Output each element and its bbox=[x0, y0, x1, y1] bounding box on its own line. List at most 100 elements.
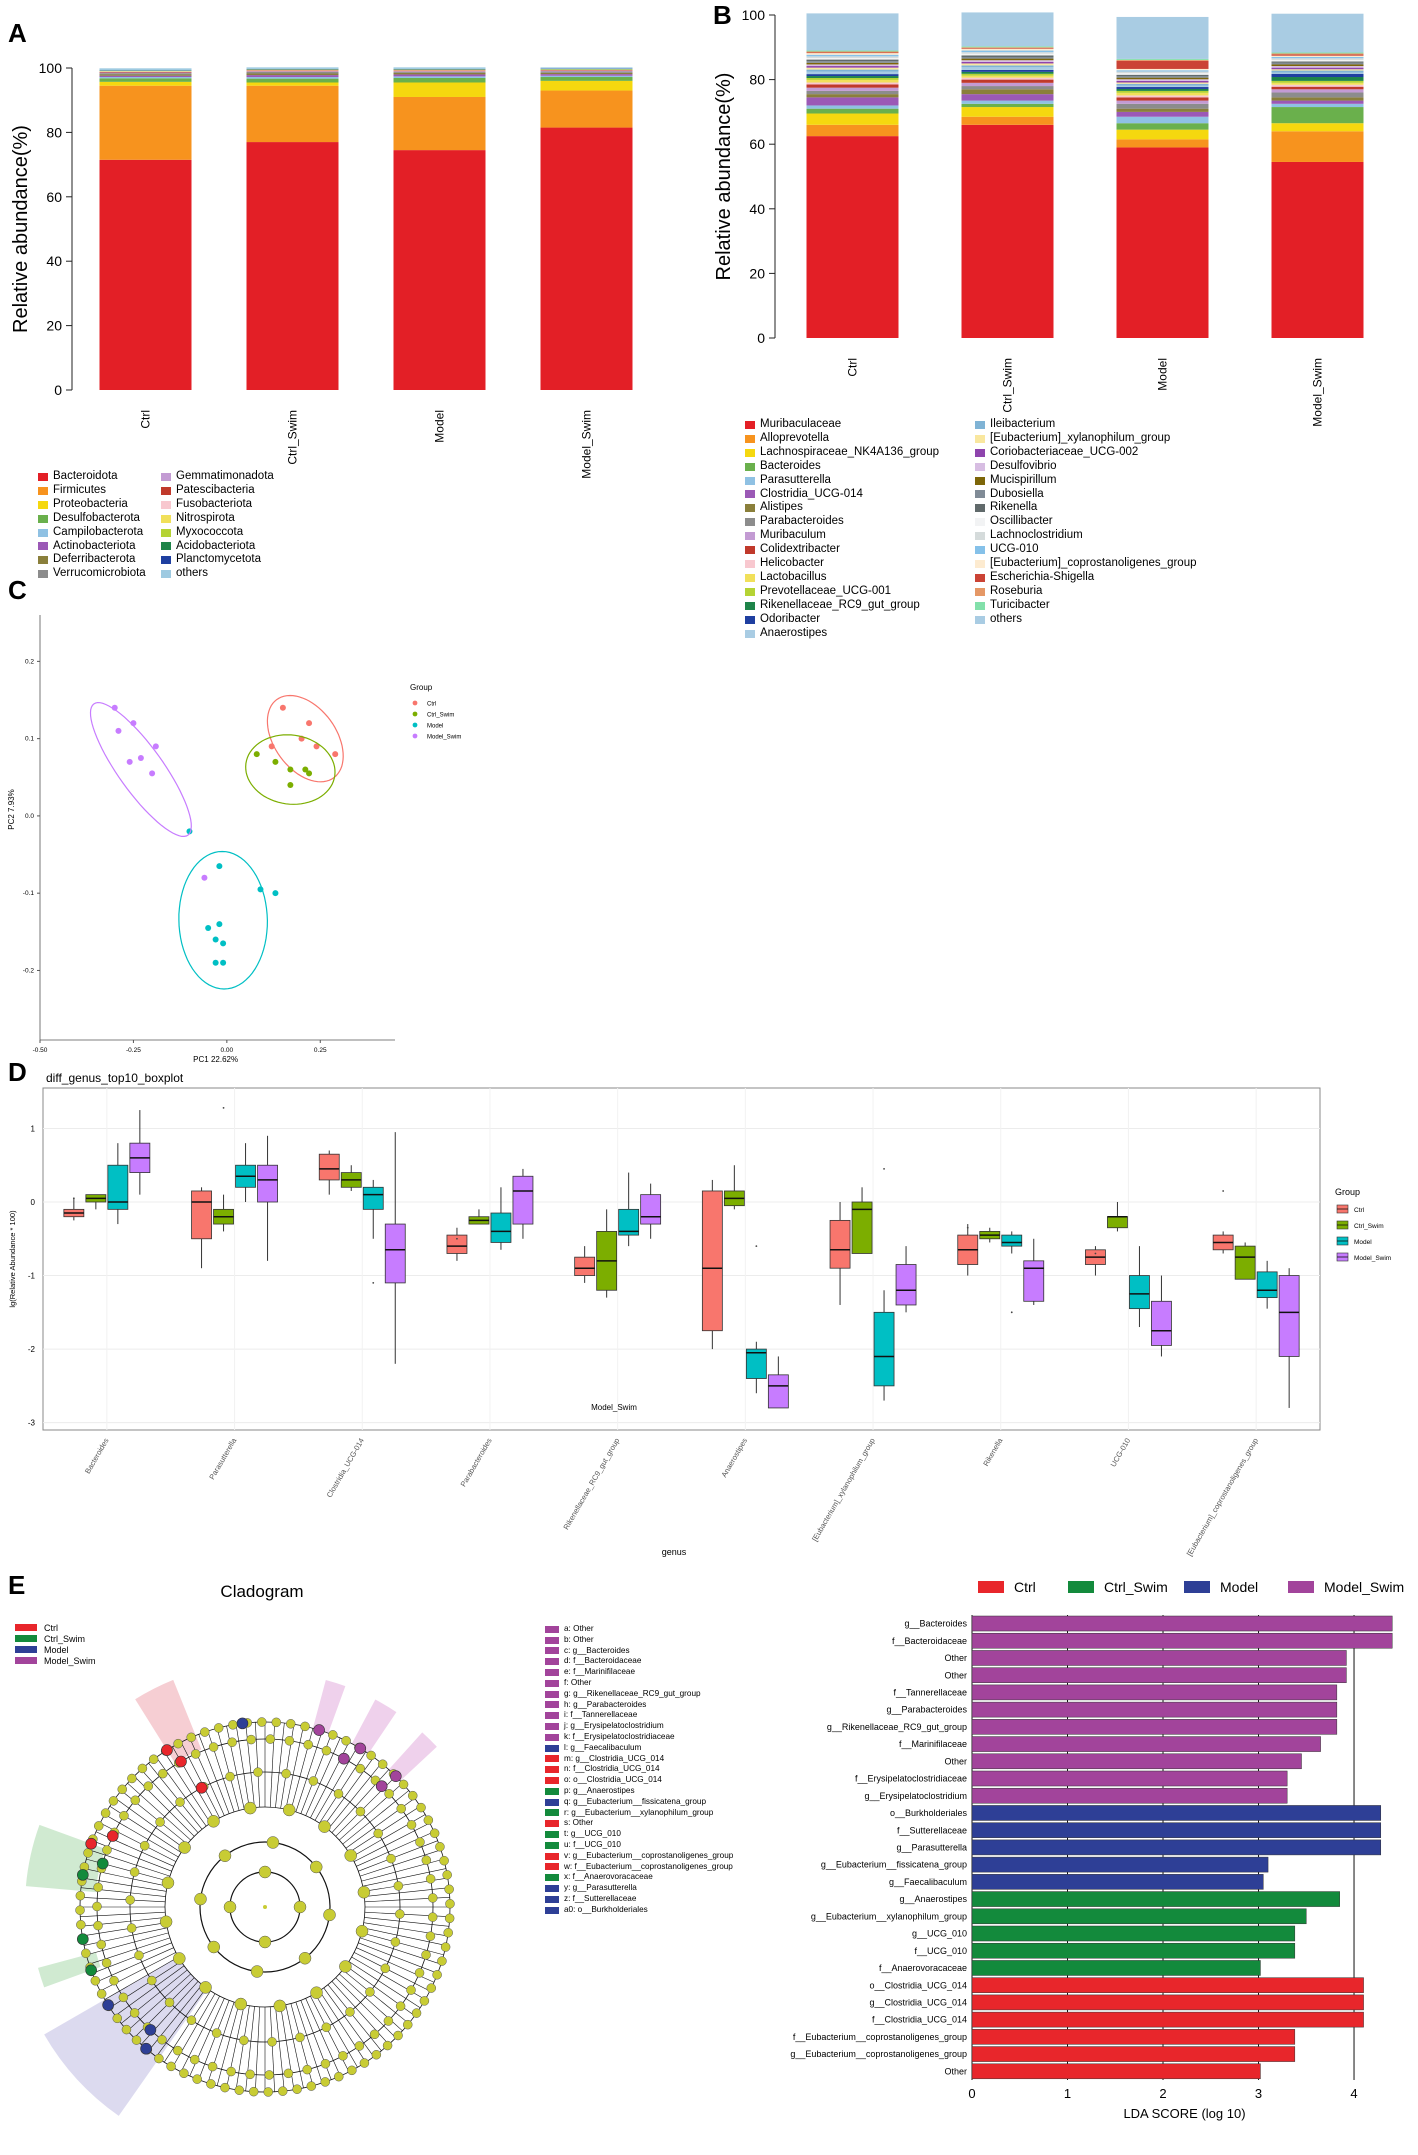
legend-label-ctrl-swim: Ctrl_Swim bbox=[1354, 1223, 1384, 1230]
legend-swatch bbox=[545, 1831, 559, 1839]
legend-swatch bbox=[161, 486, 171, 495]
tree-branch bbox=[95, 1947, 174, 1983]
box-body bbox=[107, 1164, 129, 1210]
legend-label: r: g__Eubacterium__xylanophilum_group bbox=[564, 1807, 714, 1817]
tree-branch bbox=[358, 1840, 438, 1872]
y-tick-label: -2 bbox=[28, 1345, 36, 1354]
bar-segment-odoribacter bbox=[961, 69, 1054, 72]
bar-segment-patescibacteria bbox=[99, 71, 192, 73]
sample-point bbox=[126, 758, 133, 765]
tree-node bbox=[190, 1749, 201, 1759]
lda-bar-label: g__Eubacterium__fissicatena_group bbox=[821, 1860, 967, 1870]
lda-bar-o-burkholderiales: o__Burkholderiales bbox=[890, 1805, 1382, 1821]
legend-swatch bbox=[975, 420, 985, 429]
box-body bbox=[1129, 1275, 1150, 1310]
bar-segment-muribaculum bbox=[1271, 89, 1364, 93]
legend-label: Bacteroidota bbox=[53, 470, 118, 482]
legend-item-campilobacterota: Campilobacterota bbox=[38, 526, 146, 540]
legend-label: Muribaculaceae bbox=[760, 418, 842, 430]
tree-branch bbox=[255, 1722, 261, 1808]
bar-segment-parasutterella bbox=[961, 100, 1054, 104]
legend-item-fusobacteriota: Fusobacteriota bbox=[161, 498, 274, 512]
y-tick-label: 0 bbox=[757, 330, 765, 346]
tree-node bbox=[406, 1985, 416, 1995]
box-body bbox=[318, 1153, 340, 1181]
tree-node bbox=[250, 1965, 264, 1978]
legend-item-desulfobacterota: Desulfobacterota bbox=[38, 512, 146, 526]
significant-node bbox=[375, 1780, 388, 1792]
tree-branch bbox=[82, 1922, 167, 1937]
legend-swatch bbox=[38, 556, 48, 565]
bar-segment-odoribacter bbox=[1271, 73, 1364, 78]
bar-segment-campilobacterota bbox=[246, 77, 339, 79]
tree-node bbox=[423, 1815, 434, 1825]
legend-label: Prevotellaceae_UCG-001 bbox=[760, 584, 892, 597]
legend-label-ctrl: Ctrl bbox=[1354, 1207, 1365, 1214]
legend-item-others: others bbox=[161, 567, 274, 581]
legend-item-proteobacteria: Proteobacteria bbox=[38, 498, 146, 512]
bar-segment-campilobacterota bbox=[393, 76, 486, 78]
significant-node bbox=[77, 1933, 89, 1945]
bar-segment-verrucomicrobiota bbox=[99, 73, 192, 75]
pca-scatter-plot: -0.50 -0.25 0.00 0.25 0.2 0.1 0.0 -0.1 -0.2 PC1 2… bbox=[7, 615, 461, 1064]
legend-label: u: f__UCG_010 bbox=[564, 1839, 621, 1849]
lda-bar-fill bbox=[971, 1787, 1288, 1804]
legend-swatch bbox=[545, 1777, 559, 1785]
box-bacteroides-model bbox=[107, 1143, 129, 1225]
x-tick-label: Parabacteroides bbox=[459, 1436, 494, 1488]
tree-node bbox=[154, 2053, 164, 2064]
tree-node bbox=[139, 1840, 150, 1851]
y-axis-label: PC2 7.93% bbox=[7, 789, 16, 829]
tree-node bbox=[432, 1970, 442, 1980]
tree-node bbox=[366, 1750, 376, 1761]
bar-segment-eubacterium-xylanophilum-group bbox=[961, 63, 1054, 66]
bar-segment-rikenella bbox=[806, 59, 899, 62]
tree-node bbox=[421, 1855, 432, 1865]
legend-swatch bbox=[545, 1874, 559, 1882]
tree-node bbox=[442, 1870, 452, 1880]
legend-marker-ctrl-swim bbox=[412, 711, 418, 717]
box-parabacteroides-ctrl-swim bbox=[468, 1209, 490, 1225]
bar-segment-lachnoclostridium bbox=[961, 52, 1054, 54]
tree-node bbox=[295, 2032, 305, 2043]
bar-segment-ileibacterium bbox=[806, 69, 899, 72]
x-tick-label: UCG-010 bbox=[1109, 1437, 1133, 1469]
legend-swatch-ctrl bbox=[978, 1581, 1004, 1593]
tree-node bbox=[411, 2008, 422, 2018]
legend-swatch bbox=[745, 462, 755, 471]
legend-label-model-swim: Model_Swim bbox=[427, 735, 461, 741]
legend-label: j: g__Erysipelatoclostridium bbox=[564, 1721, 664, 1731]
bar-segment-anaerostipes bbox=[806, 71, 899, 75]
tree-branch bbox=[323, 1987, 374, 2057]
legend-label: v: g__Eubacterium__coprostanoligenes_gro… bbox=[564, 1850, 734, 1860]
legend-swatch bbox=[745, 629, 755, 638]
legend-item-v-g-eubacterium-coprostanoligenes-group: v: g__Eubacterium__coprostanoligenes_gro… bbox=[545, 1851, 733, 1862]
sample-point bbox=[201, 874, 208, 881]
bar-stack-ctrl-swim bbox=[246, 67, 339, 390]
tree-node bbox=[365, 1987, 375, 1997]
legend-swatch bbox=[545, 1895, 559, 1903]
tree-node bbox=[414, 1968, 425, 1978]
lda-bar-label: g__Clostridia_UCG_014 bbox=[869, 1998, 967, 2008]
x-tick-label: 4 bbox=[1350, 2086, 1357, 2101]
bar-segment-roseburia bbox=[1116, 59, 1209, 61]
legend-label-ctrl-swim: Ctrl_Swim bbox=[427, 713, 454, 719]
lda-bar-fill bbox=[971, 1615, 1393, 1632]
x-tick-label: Rikenella bbox=[981, 1436, 1005, 1468]
legend-item-r-g-eubacterium-xylanophilum-group: r: g__Eubacterium__xylanophilum_group bbox=[545, 1808, 733, 1819]
tree-node bbox=[354, 2041, 365, 2051]
legend-swatch bbox=[38, 514, 48, 523]
legend-swatch bbox=[745, 573, 755, 582]
legend-item-h-g-parabacteroides: h: g__Parabacteroides bbox=[545, 1700, 733, 1711]
tree-branch bbox=[80, 1911, 166, 1917]
legend-label: Helicobacter bbox=[760, 557, 824, 570]
legend-item-helicobacter: Helicobacter bbox=[745, 557, 939, 571]
legend-swatch bbox=[975, 615, 985, 624]
tree-branch bbox=[127, 1973, 191, 2032]
bar-segment-helicobacter bbox=[1116, 95, 1209, 98]
lda-bar-label: o__Clostridia_UCG_014 bbox=[869, 1980, 967, 1990]
legend-item-lactobacillus: Lactobacillus bbox=[745, 571, 939, 585]
lda-bar-f-clostridia-ucg-014: f__Clostridia_UCG_014 bbox=[872, 2011, 1364, 2028]
tree-node bbox=[119, 1810, 129, 1821]
tree-node bbox=[347, 2065, 357, 2076]
